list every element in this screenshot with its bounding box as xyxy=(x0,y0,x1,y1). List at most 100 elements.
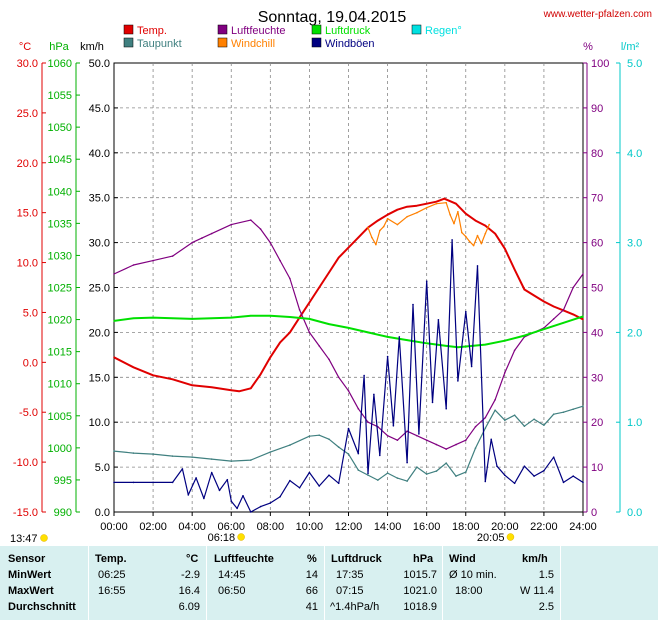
tick-label: 3.0 xyxy=(627,238,642,250)
series-point xyxy=(484,232,487,235)
series-point xyxy=(259,373,262,376)
tick-label: 40 xyxy=(591,327,603,339)
series-point xyxy=(230,223,233,226)
series-point xyxy=(465,212,467,215)
series-point xyxy=(250,387,252,390)
series-point xyxy=(562,481,565,484)
series-point xyxy=(396,223,399,226)
series-point xyxy=(377,219,379,222)
series-point xyxy=(337,376,340,379)
series-point xyxy=(504,372,506,374)
tick-label: 70 xyxy=(591,193,603,205)
series-point xyxy=(474,219,477,222)
tick-label: 45.0 xyxy=(89,103,110,115)
tick-label: 20.0 xyxy=(89,327,110,339)
x-axis: 00:00 02:00 04:00 06:00 08:00 10:00 12:00 14:00… xyxy=(100,512,597,533)
series-point xyxy=(230,389,233,392)
series-point xyxy=(425,280,428,283)
header-sensor: Sensor xyxy=(8,553,46,565)
sunrise-label: 06:18 xyxy=(208,532,236,544)
series-point xyxy=(572,313,574,316)
x-tick-label: 14:00 xyxy=(374,521,402,533)
series-point xyxy=(308,301,311,304)
series-point xyxy=(347,327,350,329)
series-point xyxy=(210,386,213,389)
series-point xyxy=(347,427,350,430)
series-point xyxy=(533,418,535,421)
series-point xyxy=(488,223,491,226)
series-point xyxy=(132,264,135,266)
series-point xyxy=(289,277,291,280)
tick-label: 2.0 xyxy=(627,327,642,339)
legend-swatch xyxy=(217,37,228,48)
series-point xyxy=(453,222,455,225)
series-point xyxy=(386,213,389,216)
series-point xyxy=(412,303,414,306)
tick-label: 1010 xyxy=(48,379,72,391)
series-point xyxy=(230,316,233,319)
series-point xyxy=(269,502,272,504)
tick-label: 0.0 xyxy=(627,507,642,519)
tick-label: 5.0 xyxy=(95,462,110,474)
x-tick-label: 04:00 xyxy=(178,521,206,533)
series-point xyxy=(396,208,399,211)
avg-humidity-value: 41 xyxy=(305,601,318,613)
series-point xyxy=(435,470,438,472)
min-wind-label: Ø 10 min. xyxy=(449,569,497,581)
avg-wind-value: 2.5 xyxy=(538,601,554,613)
series-point xyxy=(406,461,408,464)
tick-label: 100 xyxy=(591,58,609,70)
sun-icon xyxy=(506,533,515,541)
sunset-label: 20:05 xyxy=(477,532,505,544)
series-point xyxy=(461,231,463,234)
series-point xyxy=(425,206,428,209)
series-point xyxy=(465,345,467,348)
tick-label: 5.0 xyxy=(627,58,642,70)
legend-label: Windchill xyxy=(231,38,275,50)
series-point xyxy=(318,286,321,289)
series-point xyxy=(328,438,330,441)
series-point xyxy=(377,479,379,481)
series-point xyxy=(468,240,471,243)
tick-label: 1005 xyxy=(48,411,72,423)
chart-legend: Temp. Luftfeuchte Luftdruck Regen° Taupunkt W… xyxy=(123,24,462,50)
series-point xyxy=(367,331,369,334)
legend-label: Luftfeuchte xyxy=(231,25,285,37)
tick-label: -5.0 xyxy=(19,407,38,419)
tick-label: 30.0 xyxy=(17,58,38,70)
series-point xyxy=(347,246,350,249)
series-point xyxy=(298,309,301,311)
series-point xyxy=(513,268,516,271)
tick-label: -15.0 xyxy=(13,507,38,519)
series-line xyxy=(113,314,584,349)
series-point xyxy=(474,425,477,428)
series-point xyxy=(582,318,584,321)
site-link[interactable]: www.wetter-pfalzen.com xyxy=(543,9,652,20)
series-point xyxy=(132,366,135,369)
series-point xyxy=(113,273,115,275)
series-point xyxy=(113,356,115,359)
series-point xyxy=(386,336,389,338)
series-point xyxy=(195,477,197,479)
series-point xyxy=(171,317,174,320)
series-point xyxy=(484,343,487,346)
series-point xyxy=(367,472,369,475)
tick-label: 1020 xyxy=(48,315,72,327)
tick-label: 40.0 xyxy=(89,148,110,160)
x-tick-label: 24:00 xyxy=(569,521,597,533)
tick-label: 80 xyxy=(591,148,603,160)
series-point xyxy=(347,453,350,455)
series-point xyxy=(171,378,174,381)
series-point xyxy=(152,481,154,484)
series-point xyxy=(210,458,213,460)
series-point xyxy=(191,456,193,458)
series-point xyxy=(425,439,428,442)
series-point xyxy=(171,255,174,257)
max-temp-time: 16:55 xyxy=(98,585,126,597)
x-tick-label: 16:00 xyxy=(413,521,441,533)
tick-label: 15.0 xyxy=(89,372,110,384)
axis-unit: % xyxy=(583,41,593,53)
series-point xyxy=(113,450,115,452)
series-point xyxy=(269,314,272,317)
series-point xyxy=(357,236,360,239)
